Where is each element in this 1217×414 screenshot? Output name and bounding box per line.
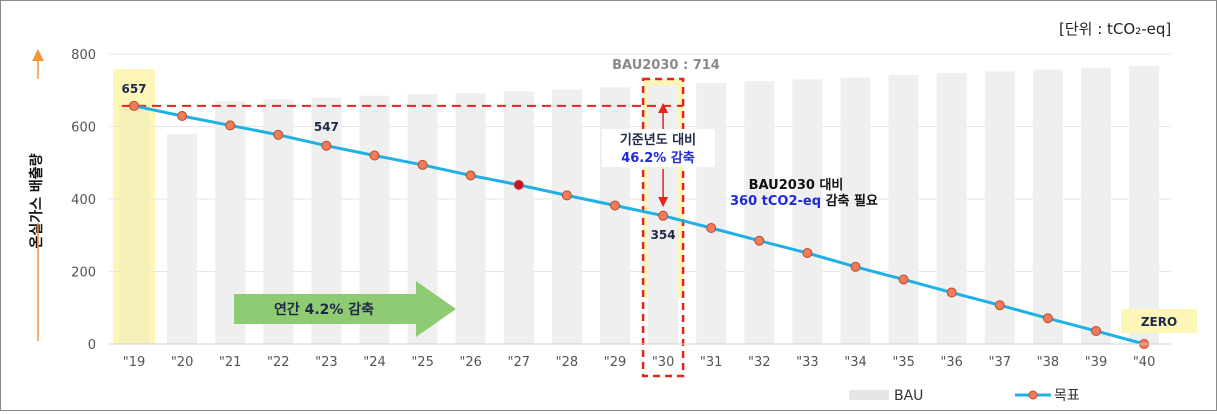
bau-bar [1129, 65, 1160, 345]
bau-bar [1081, 67, 1111, 345]
value-label-2019: 657 [121, 82, 146, 96]
reduction-callout-box [602, 129, 715, 167]
annual-reduction-label: 연간 4.2% 감축 [274, 301, 374, 318]
target-point [369, 150, 380, 161]
target-point [754, 235, 765, 246]
x-tick-label: "25 [411, 355, 434, 370]
x-tick-label: "31 [700, 355, 723, 370]
target-point [898, 274, 909, 285]
target-point [273, 129, 284, 140]
x-tick-label: "38 [1037, 355, 1060, 370]
target-point [850, 261, 861, 272]
x-tick-label: "28 [556, 355, 579, 370]
target-point [225, 120, 236, 131]
x-tick-label: "21 [219, 355, 242, 370]
annotations: 연간 4.2% 감축 기준년도 대비 46.2% 감축 657 547 354 BAU203… [121, 58, 1197, 333]
bau2030-label: BAU2030 : 714 [612, 58, 720, 73]
x-tick-label: "30 [652, 355, 675, 370]
x-tick-label: "24 [363, 355, 386, 370]
target-line-path [133, 104, 1145, 346]
bau-bar [551, 89, 582, 345]
bau-bar [1032, 69, 1063, 345]
bau-bar [936, 73, 967, 345]
y-tick-label: 600 [71, 121, 96, 136]
x-tick-label: "29 [604, 355, 627, 370]
target-point [946, 287, 957, 298]
unit-label: [단위 : tCO₂-eq] [1059, 20, 1171, 38]
bau-bar [167, 133, 198, 344]
bau-bar [503, 91, 534, 345]
bau-bar [119, 105, 149, 345]
y-axis-title: 온실가스 배출량 [28, 153, 45, 248]
x-tick-label: "34 [844, 355, 867, 370]
arrow-up-icon [658, 103, 669, 113]
target-line [129, 100, 1150, 349]
y-axis-title-group: 온실가스 배출량 [28, 49, 45, 341]
target-point [417, 159, 428, 170]
target-point [802, 248, 813, 259]
x-tick-label: "36 [940, 355, 963, 370]
bau-compare-line1: BAU2030 대비 [749, 178, 844, 193]
up-arrow-icon [32, 49, 44, 61]
x-tick-label: "23 [315, 355, 338, 370]
target-point [129, 100, 139, 111]
arrow-down-icon [658, 197, 669, 207]
x-tick-label: "40 [1133, 355, 1156, 370]
bau-bar [840, 77, 871, 344]
zero-label: ZERO [1141, 315, 1177, 329]
x-tick-label: "39 [1085, 355, 1108, 370]
x-tick-label: "37 [989, 355, 1012, 370]
x-tick-label: "22 [267, 355, 290, 370]
legend-marker-target [1028, 390, 1038, 400]
target-point [658, 210, 669, 221]
target-point [465, 170, 476, 181]
x-tick-label: "35 [892, 355, 915, 370]
bau-bar [744, 81, 775, 344]
legend: BAU 목표 [849, 388, 1080, 404]
target-point [706, 223, 717, 233]
target-point [561, 190, 572, 201]
y-tick-label: 400 [71, 193, 96, 208]
value-label-2030: 354 [651, 228, 676, 242]
x-tick-label: "26 [459, 355, 482, 370]
target-point [1042, 313, 1053, 324]
legend-label-bau: BAU [894, 388, 923, 404]
annual-reduction-arrow [234, 281, 456, 337]
target-point [994, 300, 1005, 311]
bau-bar [600, 87, 630, 344]
bau-compare-line2: 360 tCO2-eq 감축 필요 [730, 193, 878, 209]
x-tick-label: "33 [796, 355, 819, 370]
target-point [513, 179, 524, 190]
bau-bar [792, 79, 823, 344]
bau-bar [984, 71, 1015, 345]
legend-label-target: 목표 [1054, 388, 1080, 404]
x-tick-label: "27 [508, 355, 531, 370]
axes: 0 200 400 600 800 "19 "20 "21 "22 "23 "24 "25 "26 "27… [71, 48, 1171, 370]
y-tick-label: 200 [71, 266, 96, 281]
y-tick-label: 0 [88, 338, 96, 353]
bau-bar [455, 93, 486, 345]
target-point [1091, 325, 1101, 336]
legend-swatch-bau [849, 390, 889, 400]
x-tick-label: "19 [123, 355, 146, 370]
y-tick-label: 800 [71, 48, 96, 63]
reduction-callout-line2: 46.2% 감축 [621, 150, 695, 166]
target-point [177, 110, 188, 121]
x-tick-label: "32 [748, 355, 771, 370]
bau-bar [888, 75, 919, 345]
value-label-2023: 547 [314, 120, 339, 134]
target-point [610, 200, 620, 211]
x-tick-label: "20 [171, 355, 194, 370]
zero-label-box [1121, 309, 1197, 333]
reduction-callout-line1: 기준년도 대비 [620, 133, 696, 148]
bau-bar [696, 83, 727, 344]
target-point [321, 140, 332, 151]
